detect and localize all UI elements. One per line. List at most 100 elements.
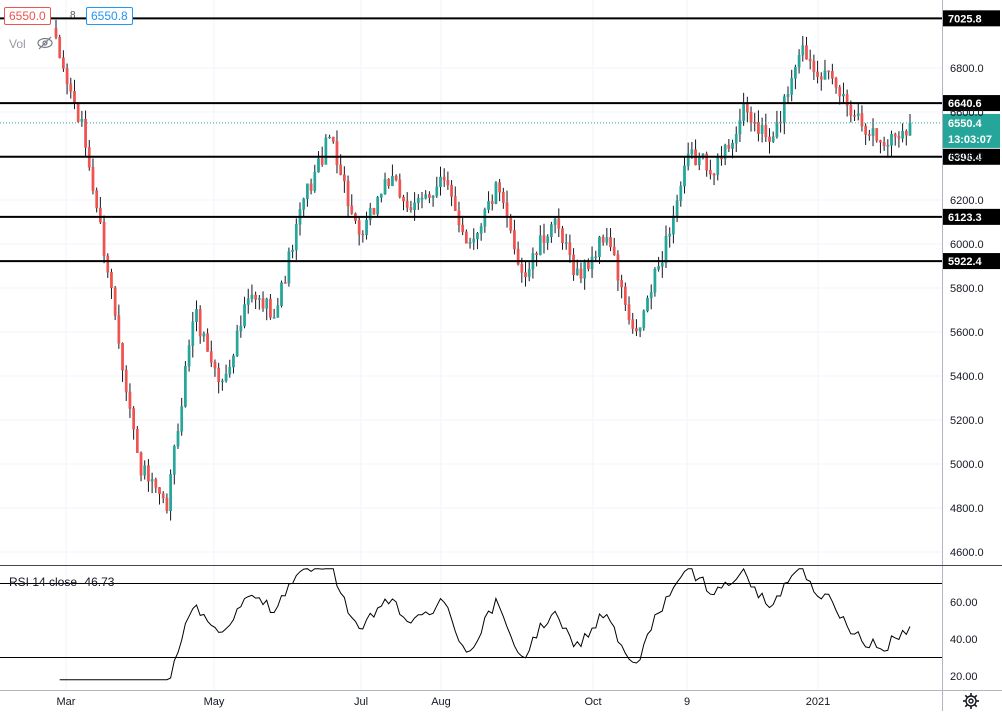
candle[interactable]	[490, 194, 494, 211]
candle[interactable]	[283, 275, 287, 284]
candle[interactable]	[479, 223, 483, 241]
candle[interactable]	[269, 294, 272, 320]
candle[interactable]	[805, 36, 808, 60]
candle[interactable]	[465, 229, 468, 244]
candle[interactable]	[335, 130, 339, 174]
candle[interactable]	[616, 250, 620, 291]
candle[interactable]	[387, 178, 391, 189]
candle[interactable]	[428, 191, 431, 204]
level-line[interactable]: 6123.3	[0, 208, 1000, 225]
candle[interactable]	[605, 227, 609, 246]
candle[interactable]	[875, 128, 879, 143]
candle[interactable]	[346, 175, 350, 217]
candle[interactable]	[91, 158, 95, 195]
candle[interactable]	[727, 138, 731, 152]
candle[interactable]	[553, 217, 557, 234]
candle[interactable]	[561, 225, 564, 250]
candle[interactable]	[860, 105, 864, 132]
candle[interactable]	[209, 340, 213, 368]
candle[interactable]	[550, 221, 553, 243]
candle[interactable]	[816, 60, 819, 84]
candle[interactable]	[202, 331, 206, 342]
candle[interactable]	[117, 304, 121, 349]
candle[interactable]	[623, 282, 627, 311]
candle[interactable]	[535, 251, 538, 267]
candle[interactable]	[250, 284, 254, 303]
candle[interactable]	[280, 280, 283, 308]
candle[interactable]	[594, 250, 598, 262]
candle[interactable]	[494, 181, 498, 205]
candle[interactable]	[239, 315, 243, 338]
candle[interactable]	[723, 143, 727, 166]
candle[interactable]	[416, 194, 420, 210]
candle[interactable]	[635, 319, 638, 337]
candle[interactable]	[882, 136, 886, 151]
candle[interactable]	[287, 247, 291, 287]
candle[interactable]	[834, 76, 838, 94]
candle[interactable]	[579, 262, 583, 284]
candle[interactable]	[831, 63, 834, 85]
candle[interactable]	[590, 246, 594, 278]
candle[interactable]	[653, 267, 657, 297]
candle[interactable]	[856, 103, 860, 121]
candle[interactable]	[901, 123, 904, 143]
candle[interactable]	[165, 493, 169, 514]
candle[interactable]	[542, 223, 546, 254]
candle[interactable]	[291, 244, 294, 259]
candle[interactable]	[575, 259, 579, 276]
candle[interactable]	[394, 174, 398, 182]
candle[interactable]	[890, 130, 893, 158]
candle[interactable]	[169, 469, 172, 521]
candle[interactable]	[757, 110, 760, 142]
candle[interactable]	[243, 296, 246, 329]
candle[interactable]	[849, 100, 853, 123]
candle[interactable]	[357, 216, 361, 246]
candle[interactable]	[646, 295, 649, 313]
candle[interactable]	[442, 168, 446, 188]
candle[interactable]	[317, 151, 320, 173]
candle[interactable]	[867, 129, 871, 141]
candle[interactable]	[379, 193, 383, 203]
candle[interactable]	[161, 491, 165, 504]
candle[interactable]	[402, 194, 405, 211]
candle[interactable]	[893, 132, 897, 146]
candle[interactable]	[827, 70, 831, 80]
candle[interactable]	[224, 364, 228, 383]
candle[interactable]	[712, 172, 716, 186]
candle[interactable]	[794, 64, 797, 90]
candle[interactable]	[760, 117, 764, 143]
candle[interactable]	[812, 54, 816, 81]
candle[interactable]	[879, 139, 882, 154]
candle[interactable]	[734, 126, 738, 152]
rsi-line[interactable]	[59, 567, 911, 681]
candle[interactable]	[649, 284, 653, 310]
candle[interactable]	[527, 260, 531, 282]
candle[interactable]	[324, 134, 328, 165]
candle[interactable]	[601, 234, 605, 246]
candle[interactable]	[294, 218, 298, 260]
candle[interactable]	[331, 136, 335, 144]
candle[interactable]	[453, 186, 457, 211]
candle[interactable]	[361, 230, 365, 243]
rsi-pane[interactable]	[0, 567, 942, 681]
candle[interactable]	[557, 208, 561, 238]
candle[interactable]	[716, 153, 720, 181]
candle[interactable]	[446, 171, 450, 190]
candle[interactable]	[398, 173, 402, 199]
candle[interactable]	[409, 200, 413, 213]
candle[interactable]	[853, 109, 856, 122]
candle[interactable]	[612, 237, 616, 256]
candle[interactable]	[598, 235, 601, 264]
candle[interactable]	[158, 487, 161, 505]
level-line[interactable]: 6640.6	[0, 95, 1000, 112]
candle[interactable]	[771, 131, 775, 144]
candle[interactable]	[80, 110, 84, 127]
candle[interactable]	[405, 192, 409, 213]
candle[interactable]	[782, 94, 786, 135]
candle[interactable]	[195, 300, 198, 332]
candle[interactable]	[808, 49, 812, 70]
candle[interactable]	[313, 164, 317, 193]
candle[interactable]	[154, 477, 158, 493]
candle[interactable]	[642, 309, 646, 331]
gear-icon[interactable]	[962, 692, 980, 710]
